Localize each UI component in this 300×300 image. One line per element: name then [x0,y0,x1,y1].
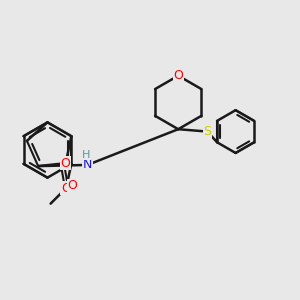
Text: O: O [173,69,183,82]
Text: O: O [61,157,70,170]
Text: N: N [83,158,92,171]
Text: O: O [68,179,78,192]
Text: H: H [82,150,90,160]
Text: O: O [61,182,71,195]
Text: S: S [203,125,211,138]
